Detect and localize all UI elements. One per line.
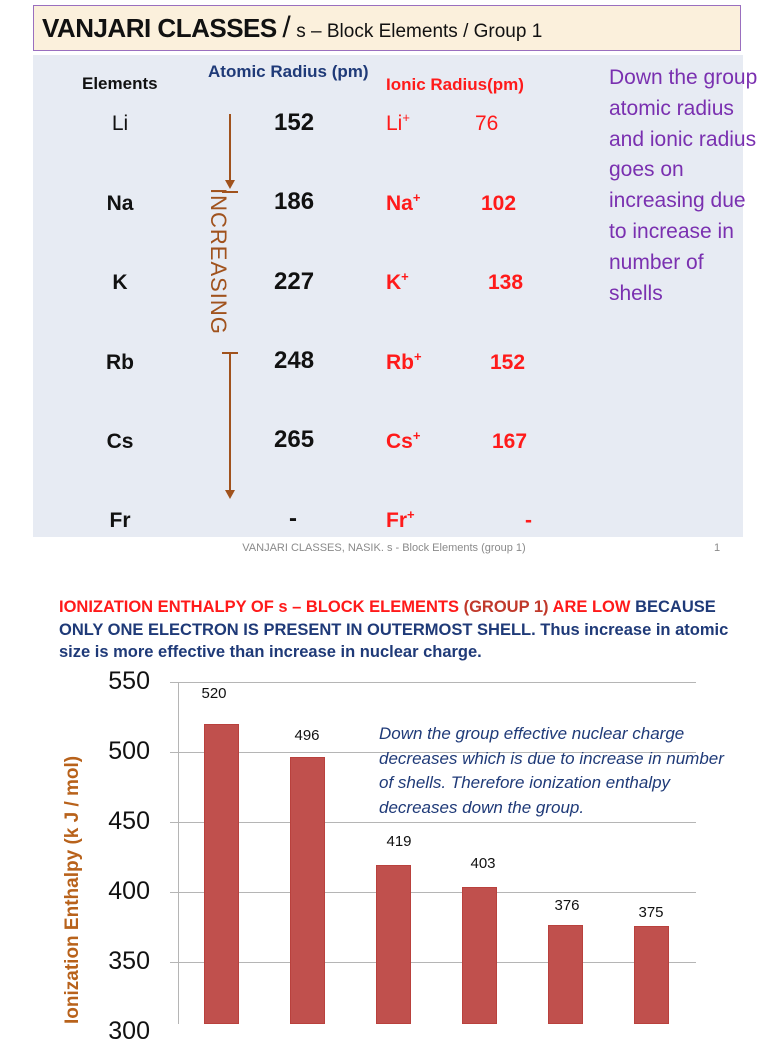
ion-name: K+ [386, 269, 409, 294]
ionic-radius-value: 76 [475, 112, 499, 135]
atomic-radius-value: - [289, 505, 297, 532]
atomic-radius-value: 152 [274, 109, 315, 136]
element-name: Na [106, 192, 134, 215]
atomic-radius-value: 186 [274, 188, 315, 215]
element-name: Cs [106, 430, 134, 453]
bar-value-label: 403 [470, 855, 496, 872]
ion-name: Cs+ [386, 428, 421, 453]
bar-na [290, 757, 325, 1024]
column-header-atomic-radius: Atomic Radius (pm) [208, 62, 369, 81]
bar-cs [548, 925, 583, 1024]
gridline-350 [170, 962, 696, 963]
y-tick-label: 300 [108, 1017, 150, 1045]
ionic-radius-value: 152 [490, 351, 526, 374]
bar-k [376, 865, 411, 1024]
ionization-chart: 550 500 450 400 350 300 Ionization Entha… [62, 667, 724, 1045]
y-tick-label: 550 [108, 667, 150, 695]
slide-header: VANJARI CLASSES / s – Block Elements / G… [33, 5, 741, 51]
y-tick-label: 500 [108, 737, 150, 765]
trend-arrow-lower-line [229, 352, 231, 492]
bar-value-label: 376 [554, 897, 580, 914]
gridline-500 [170, 752, 696, 753]
slide-footer: VANJARI CLASSES, NASIK. s - Block Elemen… [242, 542, 526, 554]
ion-name: Li+ [386, 110, 410, 135]
arrow-down-icon [225, 180, 235, 189]
page-number: 1 [714, 542, 721, 554]
title-main: VANJARI CLASSES [42, 13, 277, 43]
radius-table-panel [33, 55, 743, 537]
gridline-450 [170, 822, 696, 823]
ionization-heading: IONIZATION ENTHALPY OF s – BLOCK ELEMENT… [59, 598, 729, 661]
atomic-radius-value: 248 [274, 347, 315, 374]
ion-name: Fr+ [386, 507, 415, 532]
trend-arrow-upper-line [229, 114, 231, 183]
y-tick-label: 400 [108, 877, 150, 905]
title-sub: s – Block Elements / Group 1 [296, 21, 543, 42]
slide-title: VANJARI CLASSES / s – Block Elements / G… [42, 11, 542, 45]
trend-arrow-cap [222, 191, 238, 193]
gridline-550 [170, 682, 696, 683]
column-header-elements: Elements [82, 74, 158, 93]
bar-fr [634, 926, 669, 1024]
ion-name: Rb+ [386, 349, 422, 374]
y-axis-title: Ionization Enthalpy (k J / mol) [62, 755, 83, 1024]
atomic-radius-value: 227 [274, 268, 315, 295]
bar-value-label: 520 [201, 685, 227, 702]
ionic-radius-value: - [525, 509, 532, 532]
atomic-radius-value: 265 [274, 426, 315, 453]
radius-trend-note: Down the group atomic radius and ionic r… [609, 66, 758, 305]
y-tick-label: 450 [108, 807, 150, 835]
column-header-ionic-radius: Ionic Radius(pm) [386, 75, 524, 94]
y-axis [178, 682, 179, 1024]
bar-value-label: 375 [638, 904, 664, 921]
arrow-down-icon [225, 490, 235, 499]
title-slash: / [282, 11, 291, 44]
ionic-radius-value: 167 [492, 430, 528, 453]
ion-name: Na+ [386, 190, 421, 215]
bar-value-label: 419 [386, 833, 412, 850]
y-tick-label: 350 [108, 947, 150, 975]
bar-value-label: 496 [294, 727, 320, 744]
element-name: Rb [106, 351, 134, 374]
element-name: Fr [109, 509, 131, 532]
element-name: Li [111, 112, 129, 135]
bar-rb [462, 887, 497, 1024]
element-name: K [112, 271, 128, 294]
ionic-radius-value: 102 [481, 192, 517, 215]
bar-li [204, 724, 239, 1024]
gridline-400 [170, 892, 696, 893]
ionic-radius-value: 138 [488, 271, 524, 294]
chart-annotation: Down the group effective nuclear charge … [379, 724, 724, 817]
